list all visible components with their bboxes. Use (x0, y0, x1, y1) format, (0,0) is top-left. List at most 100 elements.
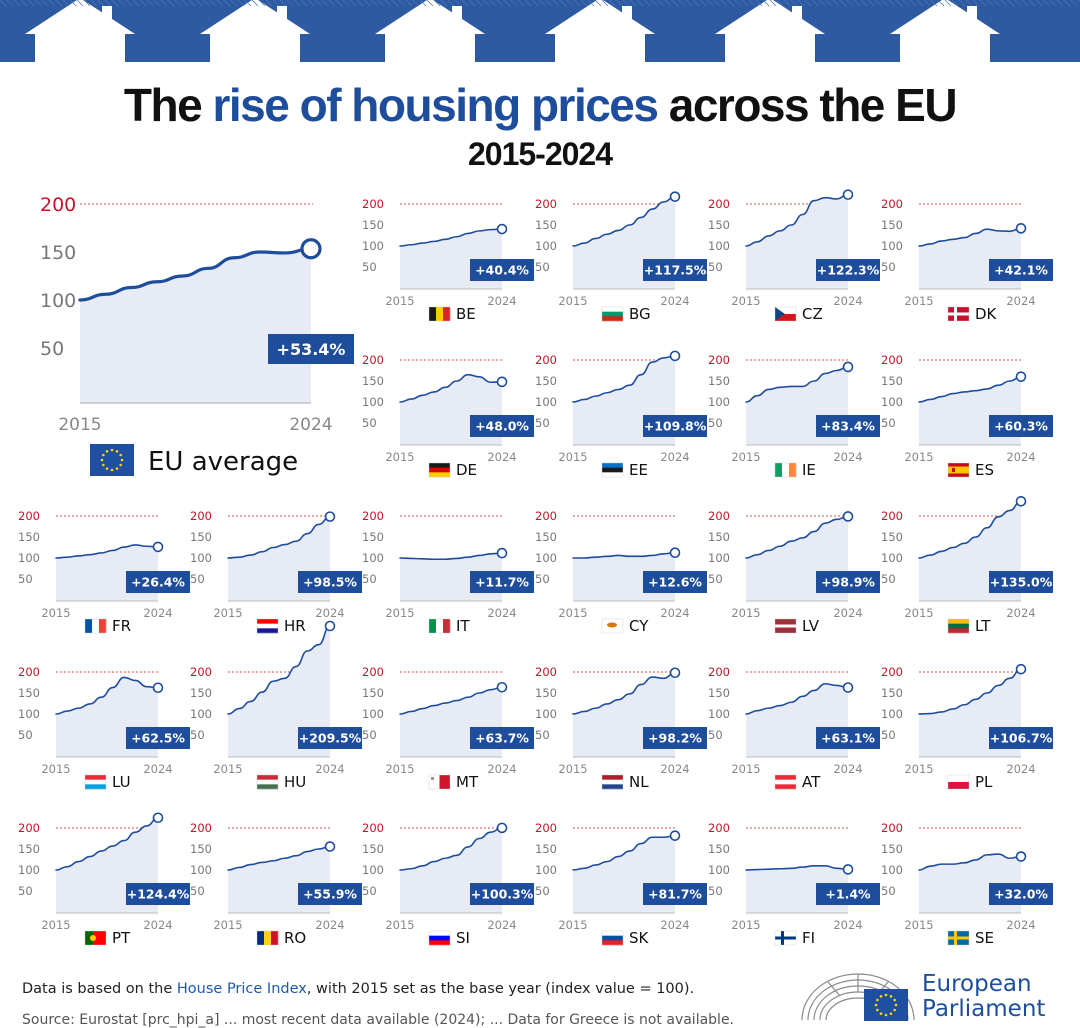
y-tick-label: 50 (190, 884, 205, 898)
change-label: +11.7% (475, 575, 529, 590)
flag-stripe (429, 307, 437, 321)
x-tick-label-end: 2024 (487, 762, 516, 776)
footer-note-suffix: , with 2015 set as the base year (index … (306, 981, 695, 997)
change-label: +109.8% (644, 419, 707, 434)
country-chart-hr: 200 150 100 50 2015 2024 +98.5% HR (190, 509, 362, 635)
flag-stripe (782, 463, 790, 477)
banner-texture (461, 0, 469, 7)
country-chart-be: 200 150 100 50 2015 2024 +40.4% BE (362, 197, 534, 323)
banner-texture (748, 0, 756, 7)
end-point-marker (324, 841, 336, 852)
house-shape (375, 0, 485, 62)
x-tick-label-start: 2015 (731, 294, 760, 308)
flag-stripe (602, 316, 623, 322)
banner-texture (895, 0, 903, 7)
banner-texture (888, 0, 896, 7)
banner-texture (727, 0, 735, 7)
banner-texture (825, 0, 833, 7)
banner-texture (188, 0, 196, 7)
y-tick-label: 200 (362, 197, 384, 211)
banner-texture (440, 0, 448, 7)
flag-border (947, 618, 970, 634)
house-icon (200, 0, 310, 62)
end-point-marker (1015, 223, 1027, 234)
flag-border (601, 618, 624, 634)
banner-texture (650, 0, 658, 7)
banner-texture (944, 0, 952, 7)
flag-stripe (602, 311, 623, 317)
title-block: The rise of housing prices across the EU… (0, 78, 1080, 174)
flag-stripe (93, 931, 106, 945)
flag-border (256, 774, 279, 790)
y-tick-label: 200 (535, 509, 557, 523)
country-chart-pt: 200 150 100 50 2015 2024 +124.4% PT (18, 812, 190, 947)
flag-stripe (257, 775, 278, 780)
y-tick-label: 50 (18, 572, 33, 586)
banner-texture (48, 0, 56, 7)
country-chart-ee: 200 150 100 50 2015 2024 +109.8% EE (535, 350, 707, 479)
banner-texture (783, 0, 791, 7)
house-icon (25, 0, 135, 62)
country-code-label: ES (975, 461, 994, 479)
house-shape (890, 0, 1000, 62)
banner-texture (881, 0, 889, 7)
x-tick-label-end: 2024 (1006, 294, 1035, 308)
flag-border (947, 462, 970, 478)
y-tick-label: 100 (708, 863, 730, 877)
y-tick-label: 150 (881, 686, 903, 700)
logo-flag-star (879, 995, 883, 998)
y-tick-label: 200 (708, 353, 730, 367)
banner-texture (755, 0, 763, 7)
country-code-label: PL (975, 773, 993, 791)
x-tick-label-end: 2024 (660, 294, 689, 308)
banner-texture (636, 0, 644, 7)
chimney-shape (452, 6, 462, 26)
change-label: +60.3% (994, 419, 1048, 434)
banner-texture (55, 0, 63, 7)
eu-flag-star (102, 463, 105, 467)
banner-texture (342, 0, 350, 7)
change-label: +98.5% (303, 575, 357, 590)
y-tick-label: 150 (708, 530, 730, 544)
flag-border (84, 930, 107, 946)
y-tick-label: 50 (535, 416, 550, 430)
series-line (572, 834, 676, 871)
y-tick-label: 100 (708, 707, 730, 721)
x-tick-label-start: 2015 (731, 762, 760, 776)
flag-border (774, 618, 797, 634)
flag-icon-sk (601, 930, 624, 946)
change-badge (643, 883, 707, 905)
banner-texture (195, 0, 203, 7)
banner-texture (993, 0, 1001, 7)
x-tick-label-start: 2015 (41, 762, 70, 776)
country-code-label: SE (975, 929, 994, 947)
banner-texture (594, 0, 602, 7)
series-line (745, 515, 849, 559)
y-tick-label: 200 (18, 665, 40, 679)
x-tick-label-end: 2024 (315, 918, 344, 932)
banner-texture (986, 0, 994, 7)
change-label: +83.4% (821, 419, 875, 434)
banner-texture (489, 0, 497, 7)
y-tick-label: 200 (708, 821, 730, 835)
flag-stripe (439, 775, 450, 789)
banner-texture (104, 0, 112, 7)
y-tick-label: 200 (362, 821, 384, 835)
flag-border (774, 306, 797, 322)
change-label: +100.3% (471, 887, 534, 902)
x-tick-label-start: 2015 (41, 606, 70, 620)
x-tick-label-end: 2024 (660, 762, 689, 776)
x-tick-label-start: 2015 (731, 606, 760, 620)
banner-texture (762, 0, 770, 7)
y-tick-label: 100 (362, 863, 384, 877)
banner-texture (293, 0, 301, 7)
house-price-index-link[interactable]: House Price Index (176, 981, 307, 997)
flag-stripe (429, 467, 450, 473)
banner-texture (615, 0, 623, 7)
title-part-2: across the EU (657, 79, 958, 131)
y-tick-label: 200 (881, 197, 903, 211)
flag-stripe (948, 628, 969, 634)
series-line (399, 686, 503, 715)
end-point-marker (152, 812, 164, 824)
series-line (227, 625, 331, 715)
